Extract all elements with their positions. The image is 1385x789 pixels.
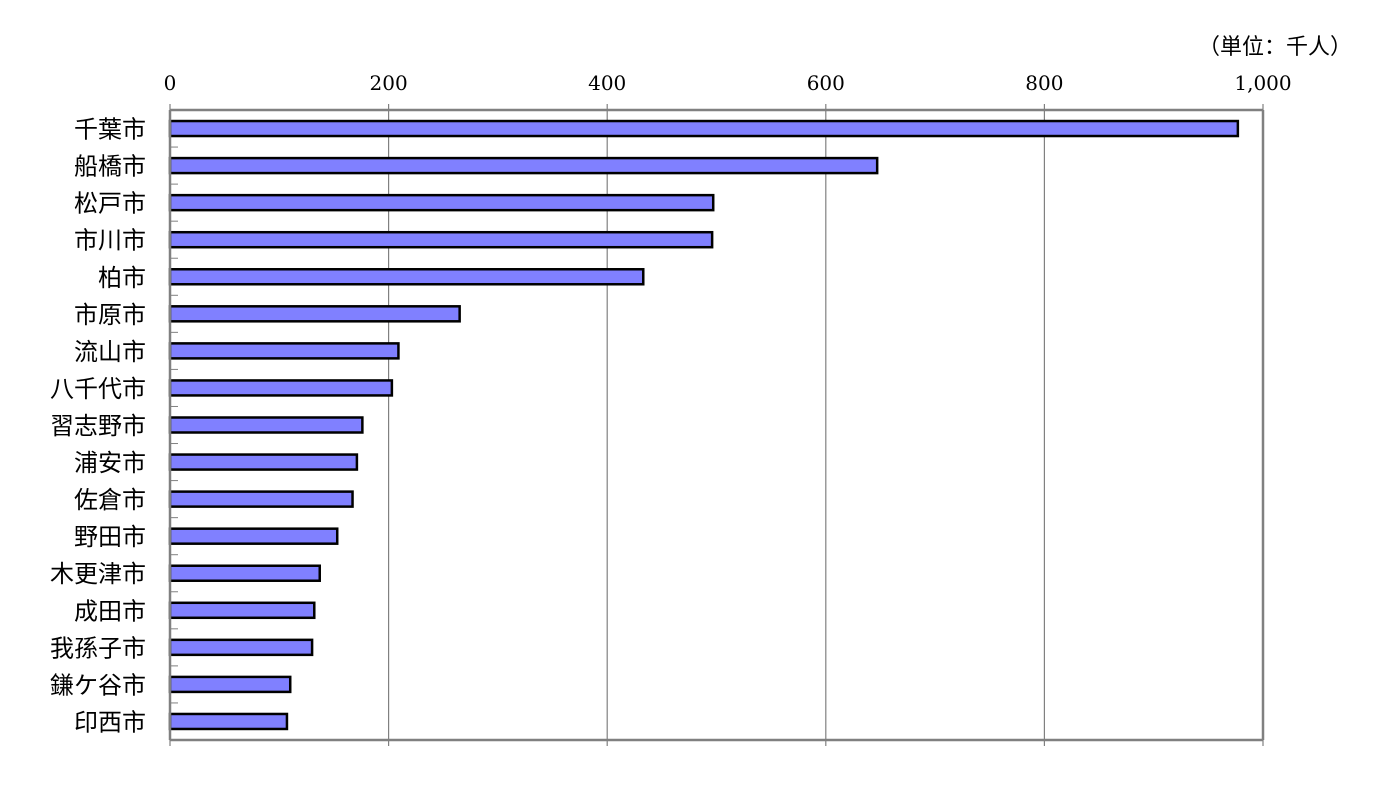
category-label: 佐倉市 [74, 486, 146, 514]
bar [168, 601, 316, 620]
category-label: 習志野市 [50, 412, 146, 440]
x-tick-label: 400 [588, 71, 626, 95]
unit-label: （単位：千人） [1198, 35, 1352, 60]
category-label: 木更津市 [50, 560, 146, 588]
category-label: 野田市 [74, 523, 146, 551]
category-label: 成田市 [74, 597, 146, 625]
bar [168, 564, 321, 582]
bar [168, 342, 400, 360]
category-label: 市川市 [74, 227, 146, 255]
category-label: 我孫子市 [50, 634, 146, 662]
bar [168, 638, 314, 657]
bar [168, 230, 714, 249]
x-tick-labels: 0 200 400 600 800 1,000 [164, 71, 1292, 95]
bar [168, 527, 339, 545]
category-label: 柏市 [98, 264, 146, 292]
x-tick-label: 800 [1025, 71, 1063, 95]
x-tick-label: 1,000 [1234, 71, 1291, 95]
category-label: 八千代市 [50, 375, 146, 403]
axes [168, 104, 1265, 746]
category-label: 千葉市 [74, 116, 146, 144]
bar [168, 453, 359, 471]
bar [168, 379, 394, 397]
category-label: 市原市 [74, 301, 146, 329]
bar [168, 193, 715, 212]
x-tick-label: 600 [807, 71, 845, 95]
bar [168, 305, 461, 323]
x-tick-label: 200 [370, 71, 408, 95]
bar [168, 119, 1240, 138]
category-labels: 千葉市船橋市松戸市市川市柏市市原市流山市八千代市習志野市浦安市佐倉市野田市木更津… [50, 116, 146, 737]
category-label: 印西市 [74, 708, 146, 736]
category-label: 浦安市 [74, 449, 146, 477]
bar [168, 712, 289, 731]
x-tick-label: 0 [164, 71, 177, 95]
bar [168, 416, 364, 434]
bar [168, 490, 354, 508]
bars [168, 119, 1240, 731]
bar [168, 675, 292, 694]
category-label: 船橋市 [74, 153, 146, 181]
bar [168, 268, 645, 286]
category-label: 鎌ケ谷市 [50, 671, 146, 699]
bar [168, 156, 879, 175]
category-label: 松戸市 [74, 190, 146, 218]
category-label: 流山市 [74, 338, 146, 366]
